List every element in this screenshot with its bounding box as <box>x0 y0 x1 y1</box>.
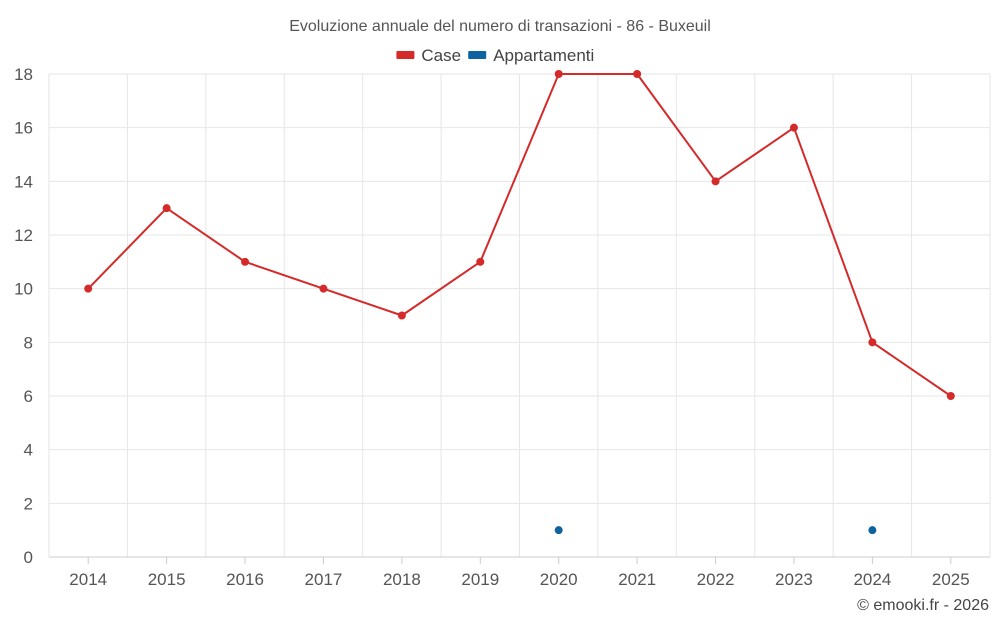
axes: 0 2 4 6 8 10 12 14 16 18 2014 2015 2016 2017 2018 2019 2… <box>14 65 990 589</box>
data-point <box>241 257 250 266</box>
y-tick-label: 6 <box>24 387 33 406</box>
x-tick-label: 2019 <box>461 570 499 589</box>
legend-item: Appartamenti <box>468 46 594 65</box>
data-point <box>319 284 328 293</box>
legend-swatch <box>396 51 415 59</box>
y-tick-label: 4 <box>24 441 33 460</box>
y-tick-label: 0 <box>24 548 33 567</box>
x-tick-label: 2024 <box>853 570 891 589</box>
data-point <box>633 70 642 78</box>
data-point <box>868 526 877 535</box>
chart-title: Evoluzione annuale del numero di transaz… <box>289 18 711 35</box>
data-point <box>397 311 406 320</box>
x-tick-label: 2018 <box>383 570 421 589</box>
x-tick-label: 2015 <box>148 570 186 589</box>
grid <box>48 73 991 557</box>
data-point <box>789 123 798 132</box>
data-point <box>554 70 563 78</box>
x-tick-label: 2021 <box>618 570 656 589</box>
y-tick-label: 16 <box>14 119 33 138</box>
x-tick-label: 2025 <box>932 570 970 589</box>
x-tick-label: 2022 <box>697 570 735 589</box>
legend-item: Case <box>396 46 461 65</box>
data-point <box>162 204 171 213</box>
data-point <box>868 338 877 347</box>
data-point <box>476 257 485 266</box>
data-point <box>554 526 563 535</box>
legend-label: Case <box>421 46 461 65</box>
data-point <box>711 177 720 186</box>
y-tick-label: 8 <box>24 333 33 352</box>
data-point <box>84 284 93 293</box>
y-tick-label: 2 <box>24 494 33 513</box>
data-point <box>946 392 955 400</box>
legend-swatch <box>468 51 487 59</box>
x-tick-label: 2023 <box>775 570 813 589</box>
y-tick-label: 18 <box>14 65 33 84</box>
x-tick-label: 2014 <box>69 570 107 589</box>
legend: Case Appartamenti <box>396 46 594 65</box>
series-1 <box>554 526 877 535</box>
y-tick-label: 10 <box>14 280 33 299</box>
credit-text: © emooki.fr - 2026 <box>857 597 989 614</box>
series-0 <box>84 70 955 400</box>
series-layer <box>84 70 955 535</box>
series-line <box>87 73 952 397</box>
x-tick-label: 2017 <box>305 570 343 589</box>
legend-label: Appartamenti <box>493 46 594 65</box>
y-tick-label: 14 <box>14 172 33 191</box>
y-tick-label: 12 <box>14 226 33 245</box>
x-tick-label: 2016 <box>226 570 264 589</box>
x-tick-label: 2020 <box>540 570 578 589</box>
